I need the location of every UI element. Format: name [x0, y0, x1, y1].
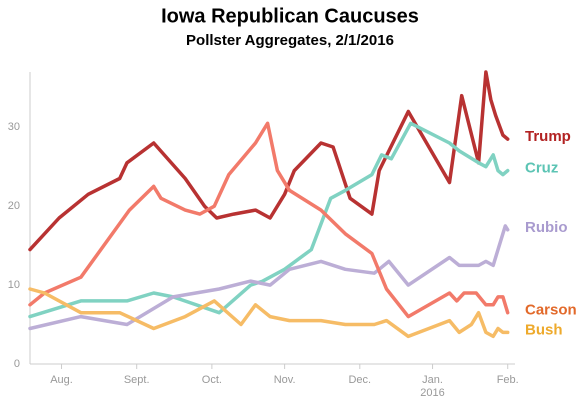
series-line: [28, 224, 510, 331]
chart-subtitle: Pollster Aggregates, 2/1/2016: [186, 32, 394, 49]
y-tick-label: 0: [14, 358, 20, 370]
series-label: Cruz: [525, 160, 558, 177]
series-label: Bush: [525, 321, 563, 338]
y-tick-label: 10: [8, 279, 20, 291]
x-tick-label: Dec.: [348, 374, 371, 386]
series-line: [28, 287, 510, 339]
series-label: Carson: [525, 302, 577, 319]
x-tick-label: Aug.: [50, 374, 73, 386]
series-line: [28, 121, 510, 319]
x-tick-label: Feb.: [497, 374, 519, 386]
x-tick-label: Jan.: [422, 374, 443, 386]
series-line: [28, 70, 510, 252]
series-line: [28, 121, 510, 319]
x-tick-label: Oct.: [202, 374, 222, 386]
chart-title: Iowa Republican Caucuses: [161, 5, 419, 27]
year-label: 2016: [420, 387, 444, 399]
x-tick-label: Nov.: [274, 374, 296, 386]
y-tick-label: 30: [8, 121, 20, 133]
y-tick-label: 20: [8, 200, 20, 212]
series-label: Rubio: [525, 219, 568, 236]
series-label: Trump: [525, 128, 571, 145]
x-tick-label: Sept.: [124, 374, 150, 386]
